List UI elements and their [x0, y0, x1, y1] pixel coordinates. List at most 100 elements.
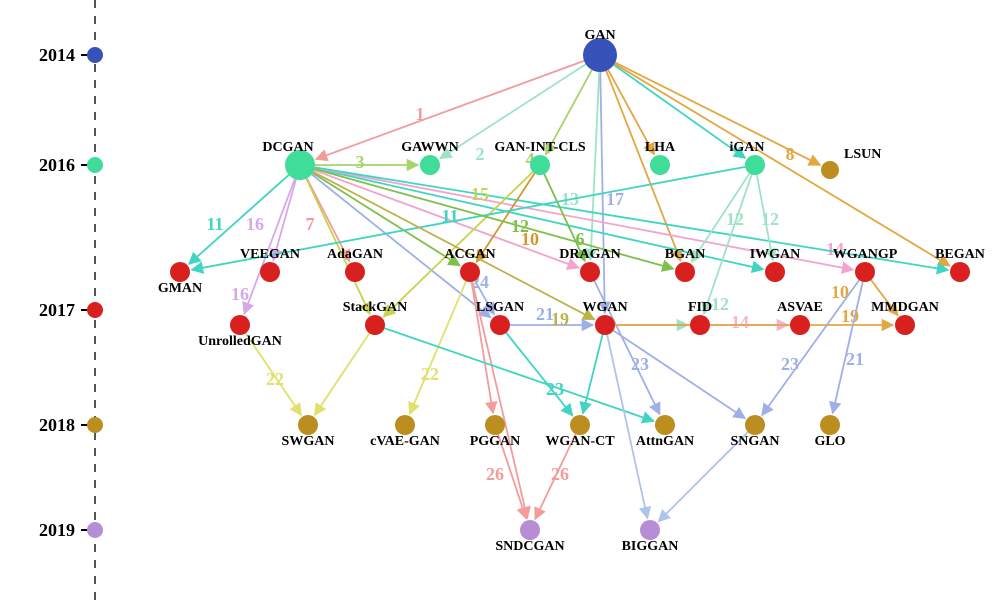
graph-node-label: SWGAN — [282, 434, 335, 449]
edge-weight-label: 16 — [246, 214, 264, 234]
timeline-year-label: 2017 — [39, 300, 75, 320]
graph-node — [855, 262, 875, 282]
timeline-year-node — [87, 157, 103, 173]
graph-edge — [613, 331, 745, 419]
edge-weight-label: 22 — [421, 364, 439, 384]
graph-node — [490, 315, 510, 335]
graph-node-label: BGAN — [665, 247, 705, 262]
graph-node-label: GAN — [584, 28, 615, 43]
graph-node — [745, 155, 765, 175]
edge-weight-label: 16 — [231, 284, 249, 304]
graph-node — [260, 262, 280, 282]
graph-node-label: GMAN — [158, 281, 202, 296]
edge-weight-label: 3 — [356, 152, 365, 172]
graph-node-label: GAN-INT-CLS — [494, 140, 585, 155]
network-figure: 2014201620172018201912481713311167111416… — [0, 0, 1000, 603]
edges-layer: 1248171331116711141615106121212242226232… — [189, 61, 950, 522]
graph-node-label: VEEGAN — [240, 247, 300, 262]
graph-node-label: StackGAN — [343, 300, 408, 315]
edge-weight-label: 23 — [781, 354, 799, 374]
graph-node-label: LSGAN — [476, 300, 524, 315]
graph-node-label: DRAGAN — [559, 247, 620, 262]
edge-weight-label: 12 — [761, 209, 779, 229]
edge-weight-label: 23 — [631, 354, 649, 374]
graph-node — [395, 415, 415, 435]
graph-node-label: SNGAN — [730, 434, 779, 449]
edge-weight-label: 12 — [511, 216, 529, 236]
graph-node-label: LSUN — [844, 147, 881, 162]
edge-weight-label: 15 — [471, 184, 489, 204]
graph-node-label: ACGAN — [444, 247, 495, 262]
edge-weight-label: 6 — [576, 229, 585, 249]
graph-node — [675, 262, 695, 282]
graph-node-label: DCGAN — [262, 140, 313, 155]
graph-node-label: PGGAN — [470, 434, 521, 449]
timeline: 2014 2016 2017 2018 2019 — [39, 0, 103, 603]
graph-edge — [614, 65, 745, 158]
graph-node — [895, 315, 915, 335]
graph-node-label: UnrolledGAN — [198, 334, 282, 349]
edge-weight-label: 8 — [786, 144, 795, 164]
graph-node — [485, 415, 505, 435]
graph-node — [170, 262, 190, 282]
edge-weight-label: 2 — [476, 144, 485, 164]
graph-node-label: BIGGAN — [622, 539, 679, 554]
edge-weight-label: 21 — [846, 349, 864, 369]
timeline-year-node — [87, 302, 103, 318]
timeline-year-node — [87, 47, 103, 63]
graph-node — [950, 262, 970, 282]
graph-node — [820, 415, 840, 435]
edge-weight-label: 12 — [711, 294, 729, 314]
graph-node-label: IWGAN — [750, 247, 801, 262]
graph-node — [520, 520, 540, 540]
edge-weight-label: 26 — [551, 464, 569, 484]
graph-node-label: WGAN — [582, 300, 627, 315]
timeline-year-label: 2019 — [39, 520, 75, 540]
graph-node-label: SNDCGAN — [495, 539, 564, 554]
timeline-year-label: 2014 — [39, 45, 75, 65]
edge-weight-label: 14 — [731, 312, 749, 332]
graph-node-label: WGANGP — [833, 247, 898, 262]
edge-weight-label: 7 — [306, 214, 315, 234]
graph-edge — [315, 333, 370, 415]
graph-node — [460, 262, 480, 282]
timeline-year-label: 2018 — [39, 415, 75, 435]
graph-node — [765, 262, 785, 282]
graph-node — [580, 262, 600, 282]
graph-node-label: MMDGAN — [871, 300, 939, 315]
graph-node-label: WGAN-CT — [545, 434, 615, 449]
timeline-year-node — [87, 417, 103, 433]
graph-node — [745, 415, 765, 435]
graph-node — [655, 415, 675, 435]
edge-weight-label: 22 — [266, 369, 284, 389]
edge-weight-label: 12 — [726, 209, 744, 229]
graph-node — [640, 520, 660, 540]
graph-node — [583, 38, 617, 72]
graph-node-label: ASVAE — [777, 300, 823, 315]
graph-node — [365, 315, 385, 335]
graph-node-label: FID — [688, 300, 712, 315]
graph-edge — [704, 174, 752, 313]
edge-weight-label: 19 — [551, 309, 569, 329]
graph-node — [690, 315, 710, 335]
graph-node — [790, 315, 810, 335]
graph-node-label: AttnGAN — [636, 434, 694, 449]
timeline-year-node — [87, 522, 103, 538]
graph-node — [420, 155, 440, 175]
graph-node — [570, 415, 590, 435]
graph-node — [821, 161, 839, 179]
graph-node-label: GAWWN — [401, 140, 459, 155]
graph-node-label: AdaGAN — [327, 247, 383, 262]
edge-weight-label: 1 — [416, 104, 425, 124]
graph-node — [298, 415, 318, 435]
graph-node — [650, 155, 670, 175]
edge-weight-label: 11 — [206, 214, 223, 234]
graph-node-label: GLO — [814, 434, 845, 449]
timeline-year-label: 2016 — [39, 155, 75, 175]
graph-node-label: iGAN — [730, 140, 765, 155]
graph-node — [230, 315, 250, 335]
graph-node — [530, 155, 550, 175]
graph-node — [595, 315, 615, 335]
graph-node-label: LHA — [645, 140, 676, 155]
edge-weight-label: 26 — [486, 464, 504, 484]
